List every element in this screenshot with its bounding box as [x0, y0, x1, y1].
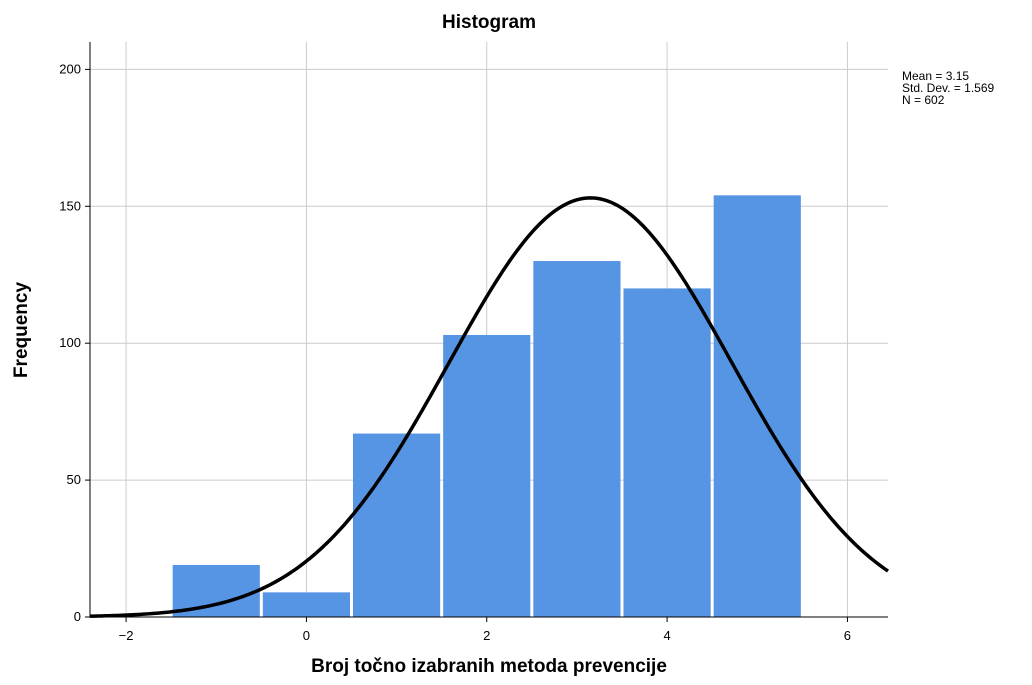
stats-box: Mean = 3.15 Std. Dev. = 1.569 N = 602 [902, 70, 994, 106]
y-axis-label: Frequency [11, 281, 32, 379]
y-tick-label: 150 [59, 198, 81, 213]
histogram-bar [262, 592, 350, 617]
y-tick-label: 0 [74, 609, 81, 624]
chart-title: Histogram [442, 12, 536, 33]
stats-mean: Mean = 3.15 [902, 69, 970, 83]
histogram-bar [352, 433, 441, 617]
y-tick-label: 200 [59, 61, 81, 76]
stats-n: N = 602 [902, 93, 945, 107]
x-tick-label: 0 [303, 628, 310, 643]
x-tick-label: 4 [663, 628, 670, 643]
y-tick-label: 100 [59, 335, 81, 350]
axis-layer [85, 42, 888, 622]
histogram-bar [533, 261, 621, 617]
normal-curve [89, 196, 889, 618]
x-axis-label: Broj točno izabranih metoda prevencije [311, 656, 667, 677]
x-tick-label: 2 [483, 628, 490, 643]
x-tick-label: −2 [119, 628, 134, 643]
bar-layer [172, 195, 801, 618]
x-tick-label: 6 [844, 628, 851, 643]
stats-std-dev: Std. Dev. = 1.569 [902, 81, 995, 95]
y-tick-label: 50 [67, 472, 81, 487]
curve-layer [89, 196, 889, 618]
histogram-bar [623, 288, 711, 617]
histogram-bar [443, 334, 531, 617]
tick-label-layer: 0 50 100 150 200 −2 0 2 4 6 [59, 61, 851, 643]
